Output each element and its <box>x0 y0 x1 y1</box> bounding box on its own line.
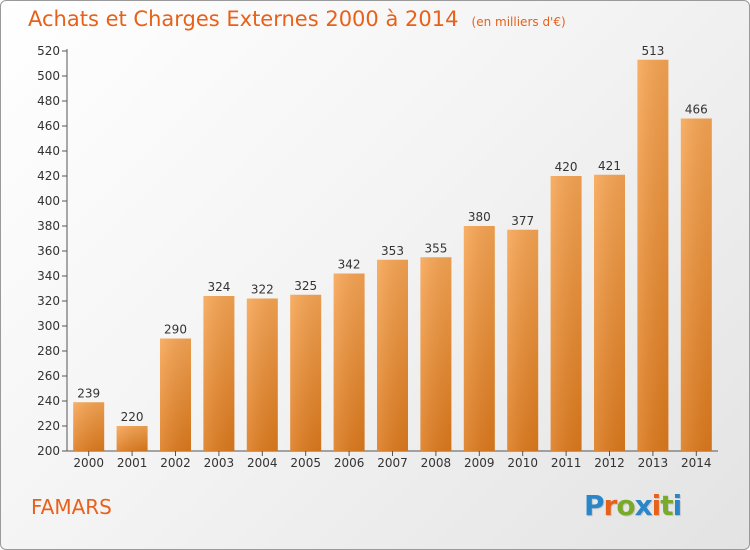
y-tick-label: 460 <box>37 119 60 133</box>
y-tick-label: 280 <box>37 344 60 358</box>
logo-letter: i <box>651 489 662 522</box>
y-tick-label: 320 <box>37 294 60 308</box>
x-tick-label: 2011 <box>551 456 582 470</box>
chart-title: Achats et Charges Externes 2000 à 2014 <box>28 7 459 31</box>
bar-value-label: 513 <box>641 44 664 58</box>
x-tick-label: 2010 <box>507 456 538 470</box>
chart-subtitle: (en milliers d'€) <box>471 15 566 29</box>
y-tick-label: 340 <box>37 269 60 283</box>
bar-shade <box>73 402 105 451</box>
y-tick-label: 520 <box>37 44 60 58</box>
x-tick-label: 2001 <box>117 456 148 470</box>
y-tick-label: 240 <box>37 394 60 408</box>
bar-shade <box>160 338 191 451</box>
bar-value-label: 380 <box>468 210 491 224</box>
bar-shade <box>420 257 452 451</box>
x-tick-label: 2012 <box>594 456 625 470</box>
x-tick-label: 2000 <box>73 456 104 470</box>
bar-shade <box>246 298 278 451</box>
y-tick-label: 440 <box>37 144 60 158</box>
y-tick-label: 220 <box>37 419 60 433</box>
x-tick-label: 2013 <box>638 456 669 470</box>
bar-shade <box>333 273 365 451</box>
logo-letter: o <box>616 489 635 522</box>
x-tick-label: 2009 <box>464 456 495 470</box>
bars: 239 220 290 324 322 325 342 353 355 380 377 420 421 5… <box>73 44 712 451</box>
bar-shade <box>377 259 408 451</box>
x-tick-label: 2002 <box>160 456 191 470</box>
bar-value-label: 377 <box>511 214 534 228</box>
bar-value-label: 466 <box>685 103 708 117</box>
bar-shade <box>594 174 625 451</box>
x-tick-label: 2003 <box>204 456 235 470</box>
bar-value-label: 325 <box>294 279 317 293</box>
x-axis: 2000 2001 2002 2003 2004 2005 2006 2007 2008 2009… <box>67 450 718 470</box>
logo-letter: P <box>584 489 605 522</box>
logo-letter: t <box>660 489 673 522</box>
x-tick-label: 2004 <box>247 456 278 470</box>
bar-value-label: 324 <box>207 280 230 294</box>
y-tick-label: 500 <box>37 69 60 83</box>
x-tick-label: 2008 <box>421 456 452 470</box>
commune-name: FAMARS <box>31 495 112 519</box>
bar-value-label: 355 <box>424 241 447 255</box>
bar-shade <box>680 118 712 451</box>
y-axis: 200 220 240 260 280 300 320 340 360 380 400 420 440 4… <box>37 44 68 458</box>
bar-value-label: 220 <box>121 410 144 424</box>
bar-shade <box>550 176 582 451</box>
y-tick-label: 300 <box>37 319 60 333</box>
bar-shade <box>290 294 322 451</box>
bar-shade <box>463 226 495 451</box>
y-tick-label: 360 <box>37 244 60 258</box>
bar-value-label: 322 <box>251 283 274 297</box>
bar-value-label: 353 <box>381 244 404 258</box>
x-tick-label: 2014 <box>681 456 712 470</box>
title-row: Achats et Charges Externes 2000 à 2014 (… <box>28 7 566 31</box>
x-tick-label: 2007 <box>377 456 408 470</box>
bar-shade <box>637 59 669 451</box>
bar-value-label: 290 <box>164 323 187 337</box>
y-tick-label: 480 <box>37 94 60 108</box>
y-tick-label: 260 <box>37 369 60 383</box>
bar-value-label: 421 <box>598 159 621 173</box>
y-tick-label: 200 <box>37 444 60 458</box>
bar-shade <box>116 426 148 451</box>
bar-shade <box>507 229 539 451</box>
bar-shade <box>203 296 235 451</box>
bar-value-label: 420 <box>555 160 578 174</box>
proxiti-logo[interactable]: Proxiti <box>584 489 683 522</box>
logo-letter: i <box>672 489 683 522</box>
x-tick-label: 2005 <box>290 456 321 470</box>
bar-value-label: 342 <box>338 258 361 272</box>
y-tick-label: 380 <box>37 219 60 233</box>
y-tick-label: 420 <box>37 169 60 183</box>
logo-letter: x <box>634 489 653 522</box>
logo-letter: r <box>603 489 618 522</box>
bar-value-label: 239 <box>77 386 100 400</box>
y-tick-label: 400 <box>37 194 60 208</box>
x-tick-label: 2006 <box>334 456 365 470</box>
